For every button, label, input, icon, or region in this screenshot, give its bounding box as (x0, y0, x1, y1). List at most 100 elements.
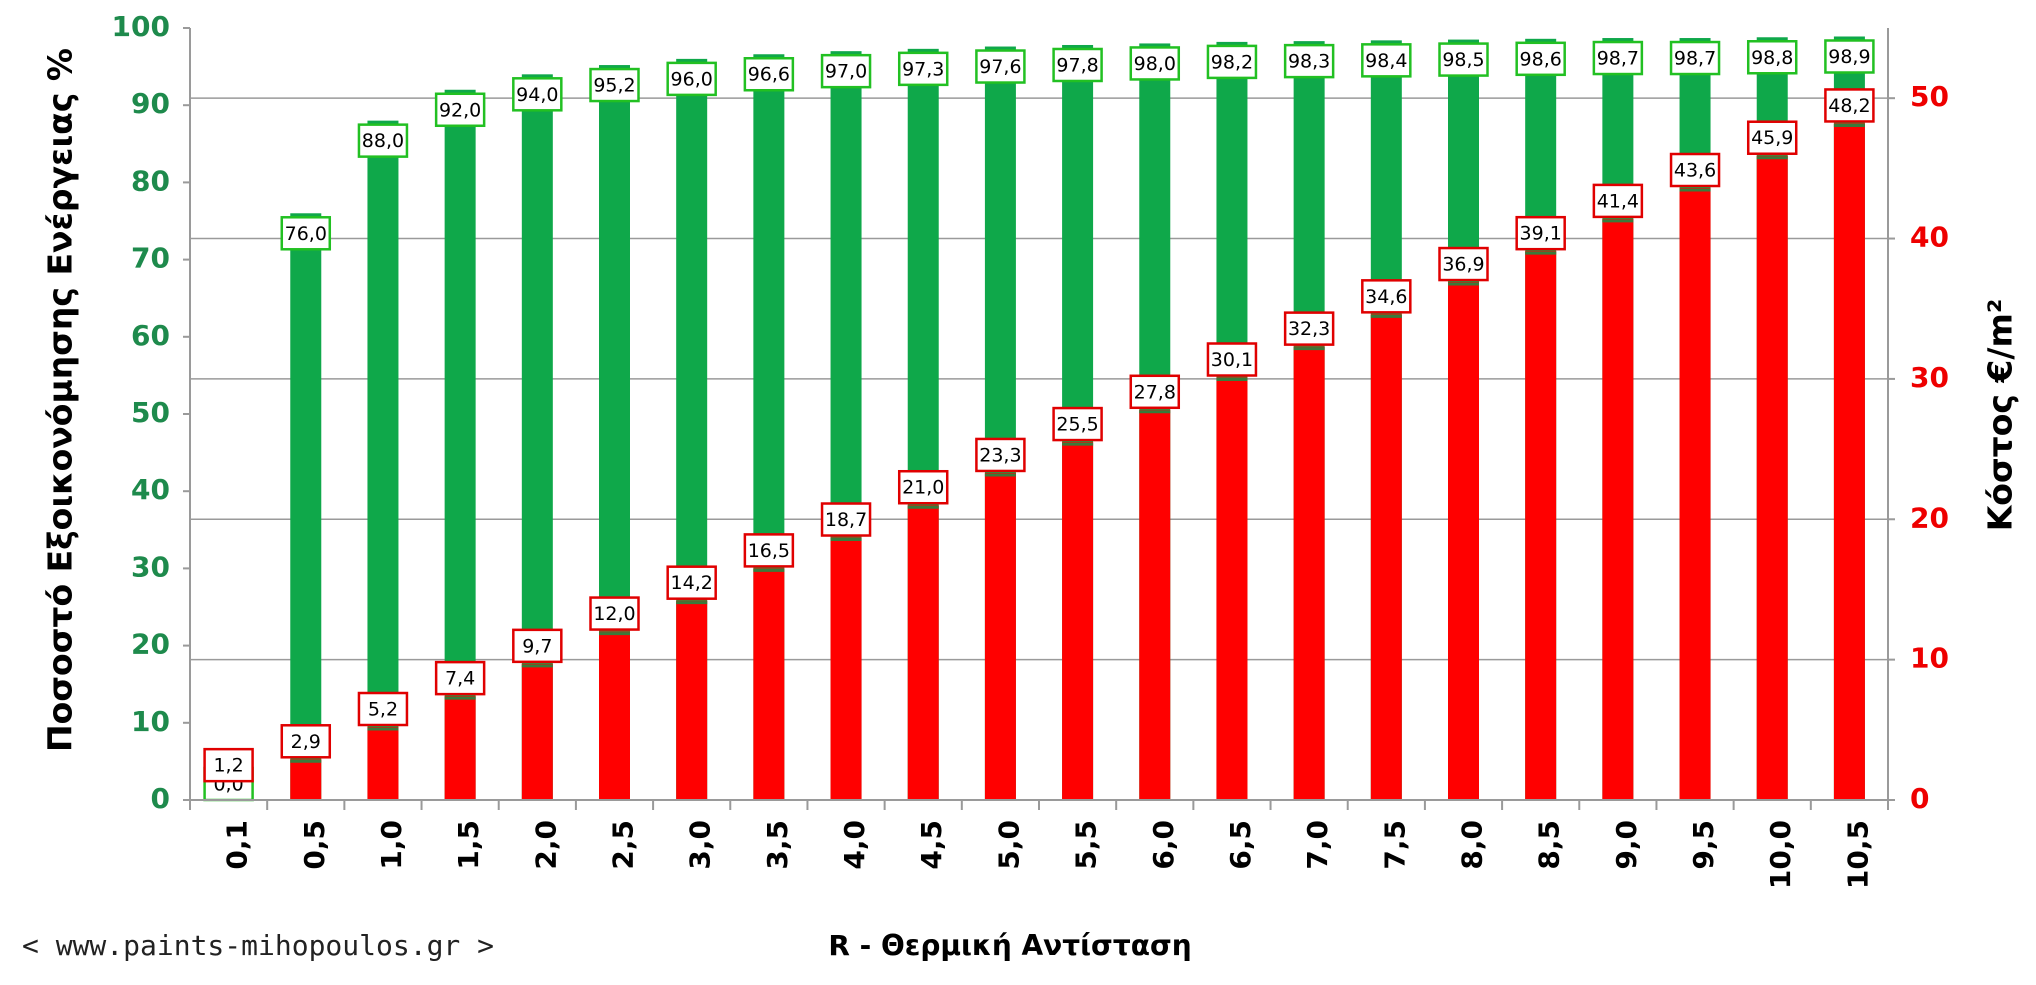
cost-label-text: 9,7 (522, 635, 552, 657)
savings-label-text: 96,0 (671, 68, 713, 90)
savings-label-box (512, 77, 563, 112)
savings-label-text: 98,5 (1442, 49, 1484, 71)
cost-label: 39,1 (1515, 215, 1566, 251)
cost-label: 36,9 (1438, 246, 1489, 282)
cost-label-box (743, 533, 795, 568)
savings-label: 98,6 (1515, 41, 1566, 77)
savings-label-text: 97,0 (825, 61, 867, 83)
cost-label-text: 21,0 (902, 477, 944, 499)
cost-label-box (1515, 215, 1566, 251)
cost-label: 16,5 (743, 533, 795, 568)
cost-label: 9,7 (512, 628, 563, 664)
savings-label-text: 97,6 (979, 56, 1021, 78)
x-tick-label: 9,5 (1687, 820, 1720, 870)
cost-label: 34,6 (1361, 279, 1412, 314)
savings-label-box (434, 92, 486, 128)
x-axis-title: R - Θερμική Αντίσταση (828, 929, 1191, 962)
y-left-tick-label: 90 (131, 87, 170, 120)
savings-label-text: 98,7 (1597, 48, 1639, 70)
savings-label-box (1669, 40, 1721, 76)
cost-label: 27,8 (1129, 374, 1181, 410)
cost-label-text: 39,1 (1520, 223, 1562, 245)
x-tick-label: 10,0 (1764, 820, 1797, 889)
y-left-tick-label: 50 (131, 396, 170, 429)
cost-label-text: 7,4 (445, 668, 475, 690)
cost-bar (1448, 282, 1479, 800)
bars (213, 36, 1865, 801)
savings-label-box (1515, 41, 1566, 77)
cost-label: 30,1 (1206, 342, 1258, 377)
cost-label: 48,2 (1824, 88, 1875, 123)
cost-bar (984, 472, 1016, 800)
x-tick-label: 7,0 (1301, 820, 1334, 870)
savings-label: 96,6 (743, 56, 795, 92)
cost-label-text: 41,4 (1597, 190, 1639, 212)
x-tick-label: 10,5 (1841, 820, 1874, 889)
y-left-tick-label: 80 (131, 164, 170, 197)
cost-label-box (589, 596, 640, 631)
savings-label-box (1592, 40, 1644, 76)
cost-label: 23,3 (975, 437, 1026, 473)
savings-label-text: 98,8 (1751, 47, 1793, 69)
x-tick-label: 9,0 (1610, 820, 1643, 870)
cost-bar (599, 631, 630, 800)
savings-bar (290, 213, 322, 800)
savings-label: 98,8 (1746, 40, 1798, 75)
cost-bar (830, 537, 862, 800)
savings-label-box (975, 49, 1026, 84)
cost-label-box (357, 691, 409, 727)
savings-label-box (1283, 43, 1335, 79)
x-tick-label: 1,5 (452, 820, 485, 870)
cost-label-box (820, 502, 872, 537)
savings-label: 92,0 (434, 92, 486, 128)
savings-label-box (357, 123, 409, 158)
savings-label: 97,6 (975, 49, 1026, 84)
cost-label: 12,0 (589, 596, 640, 631)
cost-label-text: 32,3 (1288, 318, 1330, 340)
y-left-tick-label: 40 (131, 473, 170, 506)
cost-label-box (975, 437, 1026, 473)
cost-label-text: 30,1 (1211, 349, 1253, 371)
savings-label-box (280, 216, 332, 251)
cost-bar (1525, 251, 1557, 801)
y-left-tick-label: 100 (112, 10, 170, 43)
cost-label-text: 1,2 (213, 755, 243, 777)
x-tick-label: 5,5 (1070, 820, 1103, 870)
cost-label-text: 18,7 (825, 509, 867, 531)
savings-label: 98,7 (1592, 40, 1644, 76)
cost-label: 21,0 (897, 469, 949, 505)
savings-label: 97,3 (897, 51, 949, 87)
x-tick-label: 8,5 (1533, 820, 1566, 870)
cost-label: 2,9 (280, 724, 332, 759)
savings-label: 94,0 (512, 77, 563, 112)
cost-label-box (1746, 120, 1798, 155)
data-labels: 0,076,088,092,094,0 95,2 96,0 96,6 97,0 97,3 9… (203, 39, 1875, 802)
x-tick-label: 3,5 (761, 820, 794, 870)
cost-bar (1602, 218, 1634, 801)
savings-label-text: 96,6 (748, 64, 790, 86)
cost-label-text: 2,9 (291, 731, 321, 753)
cost-label-text: 25,5 (1056, 414, 1098, 436)
cost-label-box (1052, 406, 1103, 442)
cost-label-box (1592, 183, 1644, 219)
savings-label-text: 98,0 (1134, 53, 1176, 75)
savings-label-text: 88,0 (362, 130, 404, 152)
cost-label-box (897, 469, 949, 505)
cost-label-text: 43,6 (1674, 160, 1716, 182)
savings-label-text: 95,2 (593, 75, 635, 97)
cost-label: 18,7 (820, 502, 872, 537)
cost-label-box (1283, 311, 1335, 346)
x-tick-label: 8,0 (1456, 820, 1489, 870)
x-tick-label: 2,0 (529, 820, 562, 870)
cost-bar (1139, 409, 1171, 800)
savings-label-text: 94,0 (516, 84, 558, 106)
cost-label-box (1824, 88, 1875, 123)
cost-label-text: 36,9 (1442, 254, 1484, 276)
y-right-tick-label: 10 (1910, 642, 1949, 675)
cost-label-box (1129, 374, 1181, 410)
y-axis-right-title: Κόστος €/m² (1981, 299, 2020, 532)
y-axis-left-title: Ποσοστό Εξοικονόμησης Ενέργειας % (41, 48, 80, 752)
savings-label-text: 98,3 (1288, 51, 1330, 73)
cost-label-box (1361, 279, 1412, 314)
